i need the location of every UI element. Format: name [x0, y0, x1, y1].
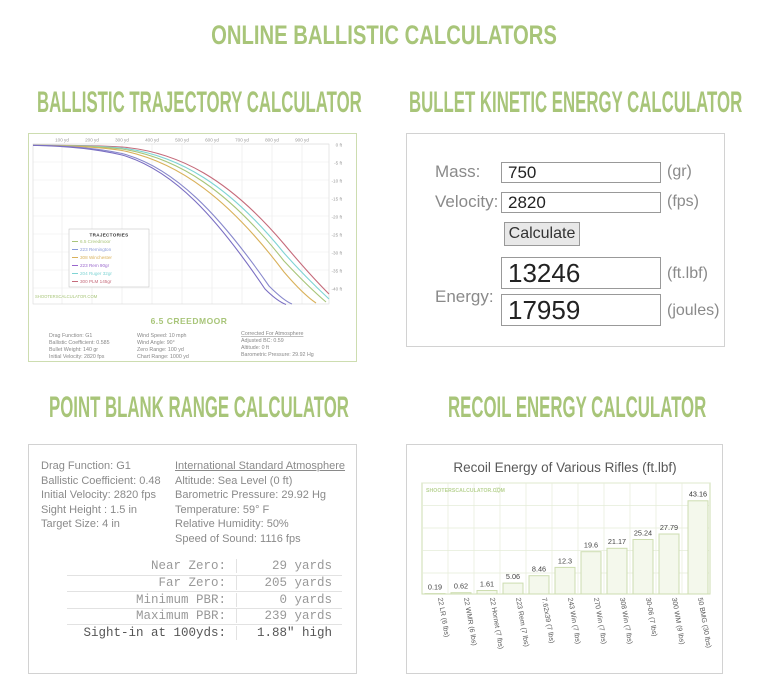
svg-text:204 Ruger 32gr: 204 Ruger 32gr [80, 271, 112, 276]
svg-text:243 Win (7 lbs): 243 Win (7 lbs) [566, 597, 581, 645]
svg-text:Initial Velocity: 2820 fps: Initial Velocity: 2820 fps [49, 354, 105, 360]
svg-text:Zero Range: 100 yd: Zero Range: 100 yd [137, 347, 184, 353]
svg-text:400 yd: 400 yd [145, 138, 159, 143]
svg-text:Wind Speed: 10 mph: Wind Speed: 10 mph [137, 333, 187, 339]
svg-text:Barometric Pressure: 29.92 Hg: Barometric Pressure: 29.92 Hg [241, 352, 314, 358]
svg-text:Altitude: 0 ft: Altitude: 0 ft [241, 345, 270, 351]
svg-text:-40 ft: -40 ft [332, 287, 343, 292]
svg-text:800 yd: 800 yd [265, 138, 279, 143]
svg-text:Adjusted BC: 0.59: Adjusted BC: 0.59 [241, 338, 284, 344]
svg-text:-25 ft: -25 ft [332, 233, 343, 238]
svg-text:223 Rem (7 lbs): 223 Rem (7 lbs) [514, 597, 530, 647]
svg-text:600 yd: 600 yd [205, 138, 219, 143]
svg-text:30-06 (7 lbs): 30-06 (7 lbs) [644, 597, 658, 637]
svg-text:8.46: 8.46 [532, 565, 546, 574]
svg-text:308 Win (7 lbs): 308 Win (7 lbs) [618, 597, 633, 645]
svg-text:200 yd: 200 yd [85, 138, 99, 143]
svg-text:270 Win (7 lbs): 270 Win (7 lbs) [592, 597, 607, 645]
svg-text:21.17: 21.17 [608, 537, 626, 546]
svg-text:Drag Function: G1: Drag Function: G1 [49, 333, 92, 339]
svg-text:SHOOTERSCALCULATOR.COM: SHOOTERSCALCULATOR.COM [35, 294, 98, 299]
svg-text:-5 ft: -5 ft [334, 161, 343, 166]
svg-text:22 WMR (6 lbs): 22 WMR (6 lbs) [462, 597, 477, 646]
svg-text:22 LR (6 lbs): 22 LR (6 lbs) [436, 597, 450, 638]
svg-text:22 Hornet (7 lbs): 22 Hornet (7 lbs) [488, 597, 504, 650]
svg-text:Recoil Energy of Various Rifle: Recoil Energy of Various Rifles (ft.lbf) [453, 460, 676, 475]
svg-text:7.62x39 (7 lbs): 7.62x39 (7 lbs) [540, 597, 555, 644]
svg-text:6.5 Creedmoor: 6.5 Creedmoor [80, 239, 111, 244]
svg-text:-20 ft: -20 ft [332, 215, 343, 220]
svg-text:100 yd: 100 yd [55, 138, 69, 143]
svg-text:-15 ft: -15 ft [332, 197, 343, 202]
svg-text:6.5 CREEDMOOR: 6.5 CREEDMOOR [151, 316, 228, 326]
svg-text:25.24: 25.24 [634, 528, 652, 537]
svg-text:19.6: 19.6 [584, 541, 598, 550]
svg-text:-30 ft: -30 ft [332, 251, 343, 256]
svg-text:900 yd: 900 yd [295, 138, 309, 143]
svg-text:Bullet Weight: 140 gr: Bullet Weight: 140 gr [49, 347, 98, 353]
svg-text:1.61: 1.61 [480, 579, 494, 588]
svg-text:Chart Range: 1000 yd: Chart Range: 1000 yd [137, 354, 189, 360]
svg-text:223 Rem 90gr: 223 Rem 90gr [80, 263, 110, 268]
svg-text:50 BMG (30 lbs): 50 BMG (30 lbs) [696, 597, 712, 648]
svg-text:300 WM (9 lbs): 300 WM (9 lbs) [670, 597, 685, 645]
svg-text:Wind Angle: 90°: Wind Angle: 90° [137, 340, 175, 346]
svg-text:5.06: 5.06 [506, 572, 520, 581]
svg-text:43.16: 43.16 [689, 490, 707, 499]
svg-text:308 Winchester: 308 Winchester [80, 255, 112, 260]
svg-text:300 PLM 145gr: 300 PLM 145gr [80, 279, 112, 284]
svg-text:-10 ft: -10 ft [332, 179, 343, 184]
svg-text:0.62: 0.62 [454, 582, 468, 591]
svg-text:27.79: 27.79 [660, 523, 678, 532]
svg-text:SHOOTERSCALCULATOR.COM: SHOOTERSCALCULATOR.COM [426, 488, 505, 494]
svg-text:700 yd: 700 yd [235, 138, 249, 143]
svg-text:500 yd: 500 yd [175, 138, 189, 143]
svg-text:12.3: 12.3 [558, 556, 572, 565]
svg-text:TRAJECTORIES: TRAJECTORIES [90, 233, 129, 238]
svg-text:0 ft: 0 ft [336, 143, 343, 148]
svg-text:223 Remington: 223 Remington [80, 247, 112, 252]
svg-text:Corrected For Atmosphere: Corrected For Atmosphere [241, 331, 303, 337]
svg-text:0.19: 0.19 [428, 583, 442, 592]
svg-text:-35 ft: -35 ft [332, 269, 343, 274]
svg-text:Ballistic Coefficient: 0.585: Ballistic Coefficient: 0.585 [49, 340, 110, 346]
svg-text:300 yd: 300 yd [115, 138, 129, 143]
